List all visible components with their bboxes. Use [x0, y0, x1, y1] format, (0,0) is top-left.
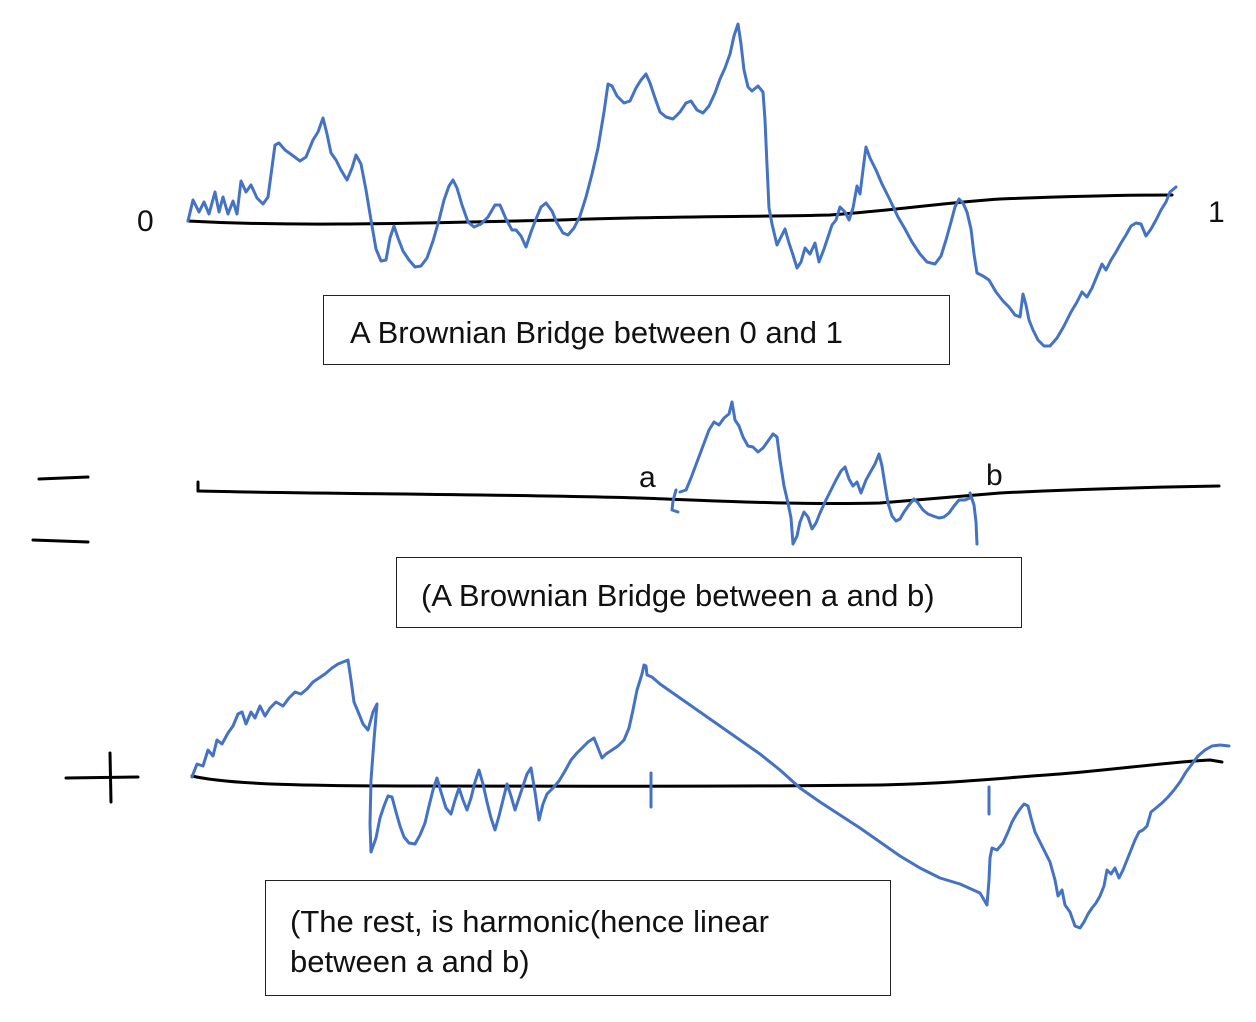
panel2-b-label: b: [986, 459, 1003, 492]
panel1-caption-box: A Brownian Bridge between 0 and 1: [323, 295, 950, 365]
panel2-a-label: a: [639, 461, 656, 494]
panel2-bridge-path: [678, 400, 972, 546]
panel1-caption: A Brownian Bridge between 0 and 1: [350, 315, 843, 350]
panel1-bridge-path: [186, 22, 1178, 348]
panel2-caption: (A Brownian Bridge between a and b): [421, 578, 935, 613]
plus-sign-vertical: [108, 751, 113, 804]
panel1-baseline: [186, 193, 1174, 226]
panel3-caption-box: (The rest, is harmonic(hence linear betw…: [265, 880, 891, 996]
panel3-caption: (The rest, is harmonic(hence linear betw…: [290, 904, 769, 979]
panel2-bracket-b: [968, 491, 979, 546]
panel3-baseline: [190, 758, 1224, 788]
panel2-baseline: [196, 484, 1221, 506]
panel2-caption-box: (A Brownian Bridge between a and b): [396, 557, 1022, 628]
panel3-harmonic-path: [190, 658, 1231, 930]
panel1-end-label: 1: [1208, 196, 1225, 229]
panel2-bracket-a: [670, 488, 680, 514]
plus-sign-horizontal: [64, 775, 140, 780]
panel1-start-label: 0: [137, 205, 154, 238]
equals-sign-top: [37, 475, 90, 481]
equals-sign-bottom: [31, 538, 90, 544]
